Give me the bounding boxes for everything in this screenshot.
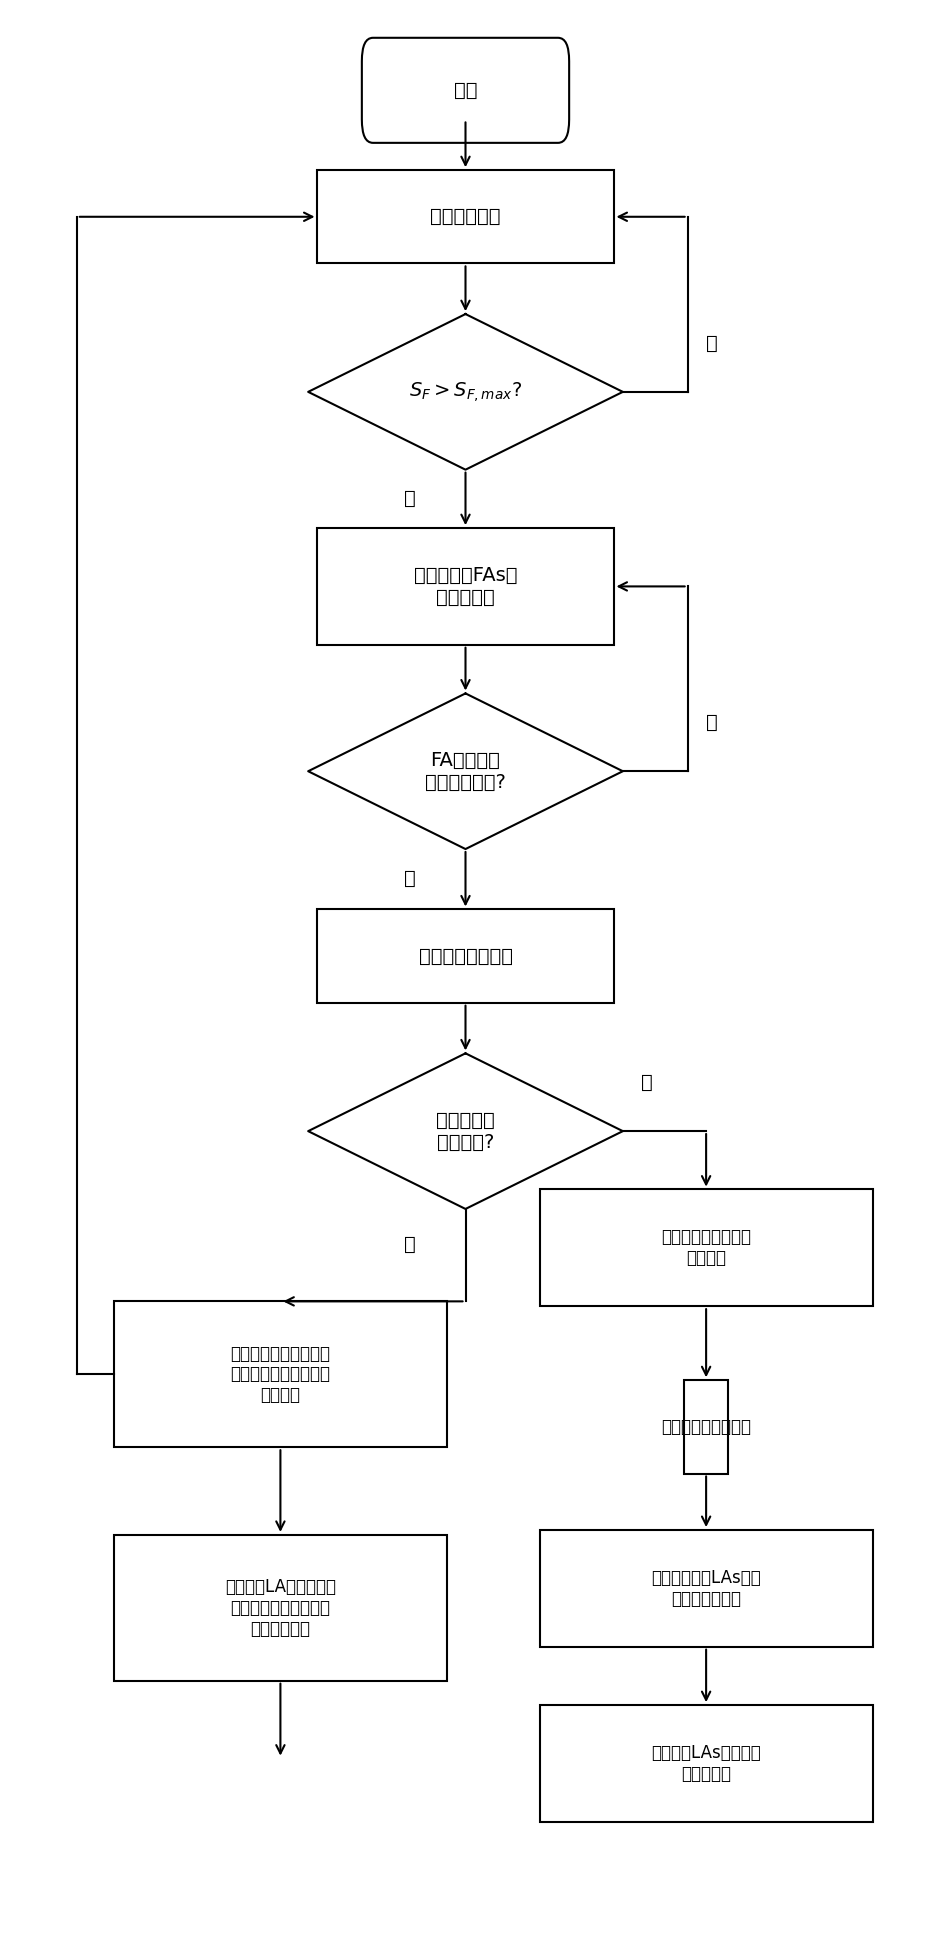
- Bar: [540, 1190, 872, 1307]
- Text: 向所有的提供者发送
接收信号: 向所有的提供者发送 接收信号: [661, 1229, 751, 1268]
- Polygon shape: [308, 693, 623, 849]
- Text: $S_F > S_{F,max}$?: $S_F > S_{F,max}$?: [409, 380, 522, 404]
- Text: 给所选择的馈线发送接
收信号，给剩余的发送
拒绝信号: 给所选择的馈线发送接 收信号，给剩余的发送 拒绝信号: [230, 1344, 331, 1405]
- Text: 读取本地数据: 读取本地数据: [430, 207, 501, 226]
- Text: 决策最佳转移方案: 决策最佳转移方案: [419, 946, 512, 966]
- Bar: [114, 1535, 447, 1680]
- Text: 向优先权高的LAs发送
连接负荷的信号: 向优先权高的LAs发送 连接负荷的信号: [652, 1569, 761, 1608]
- Polygon shape: [308, 314, 623, 470]
- Text: 向所有后备FAs发
送请求信号: 向所有后备FAs发 送请求信号: [413, 566, 518, 607]
- Bar: [540, 1705, 872, 1822]
- Text: 开始: 开始: [453, 80, 478, 100]
- Bar: [317, 170, 614, 263]
- Text: 计算能转移的负荷量: 计算能转移的负荷量: [661, 1418, 751, 1436]
- Polygon shape: [308, 1054, 623, 1210]
- Bar: [317, 529, 614, 644]
- Text: 向剩余的LAs发送断开
负荷的信号: 向剩余的LAs发送断开 负荷的信号: [652, 1744, 761, 1783]
- Bar: [684, 1379, 728, 1473]
- Text: 否: 否: [641, 1073, 653, 1093]
- Text: 是: 是: [404, 490, 416, 509]
- Text: 给相应的LA发送请求信
号，闭合所需的分段开
关和联络开关: 给相应的LA发送请求信 号，闭合所需的分段开 关和联络开关: [225, 1578, 336, 1637]
- FancyBboxPatch shape: [362, 37, 569, 142]
- Text: 否: 否: [706, 334, 718, 353]
- Bar: [540, 1530, 872, 1647]
- Text: 能转移足够
的功率吗?: 能转移足够 的功率吗?: [436, 1110, 495, 1151]
- Text: 是: 是: [404, 1235, 416, 1253]
- Text: 是: 是: [404, 868, 416, 888]
- Bar: [317, 909, 614, 1003]
- Text: 否: 否: [706, 714, 718, 732]
- Text: FA得到所有
建议信号了吗?: FA得到所有 建议信号了吗?: [425, 751, 506, 792]
- Bar: [114, 1301, 447, 1448]
